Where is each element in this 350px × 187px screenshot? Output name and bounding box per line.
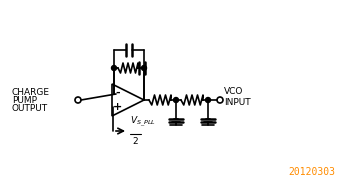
Circle shape bbox=[174, 97, 178, 102]
Text: VCO: VCO bbox=[224, 87, 243, 96]
Text: -: - bbox=[116, 88, 120, 98]
Text: +: + bbox=[113, 102, 122, 112]
Text: 2: 2 bbox=[132, 137, 138, 146]
Circle shape bbox=[205, 97, 210, 102]
Circle shape bbox=[112, 65, 117, 70]
Text: PUMP: PUMP bbox=[12, 96, 37, 105]
Text: CHARGE: CHARGE bbox=[12, 88, 50, 96]
Text: INPUT: INPUT bbox=[224, 97, 251, 107]
Text: $V_{S\_PLL}$: $V_{S\_PLL}$ bbox=[130, 114, 156, 129]
Text: 20120303: 20120303 bbox=[288, 167, 335, 177]
Text: OUTPUT: OUTPUT bbox=[12, 103, 48, 113]
Circle shape bbox=[141, 65, 147, 70]
